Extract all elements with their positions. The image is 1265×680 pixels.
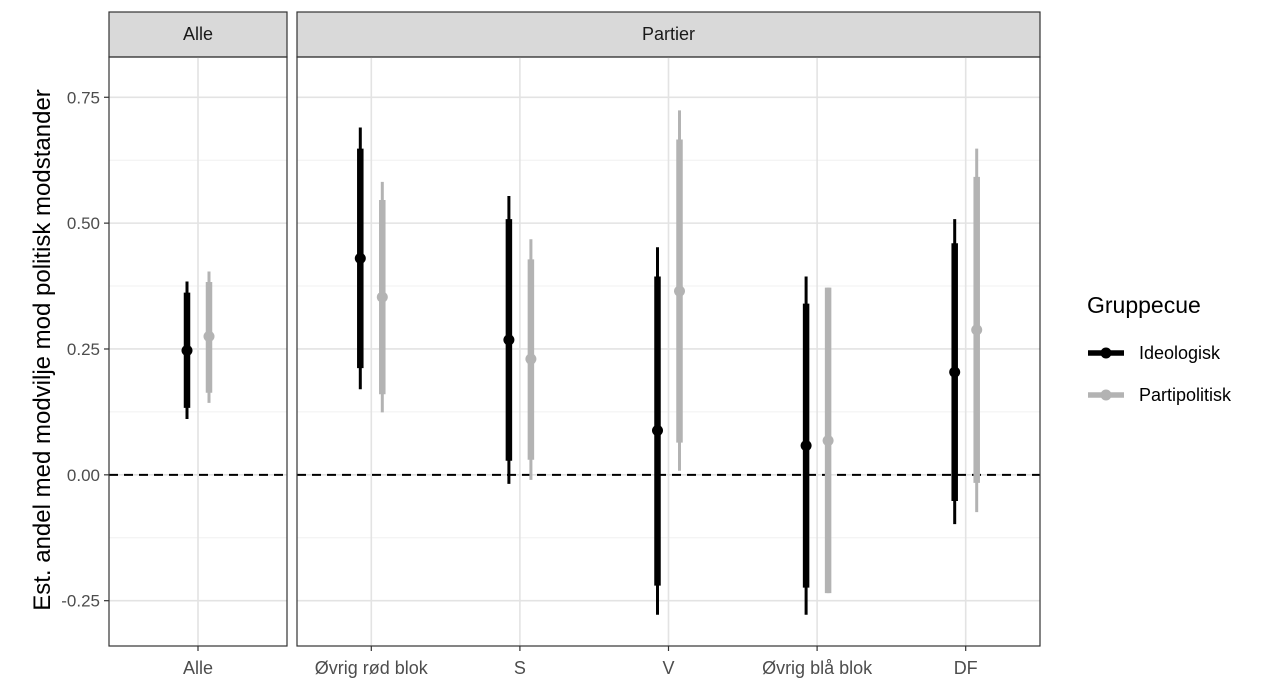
point-partipolitisk (376, 291, 388, 303)
x-tick-label: S (514, 658, 526, 678)
point-partipolitisk (971, 324, 983, 336)
y-axis-label: Est. andel med modvilje mod politisk mod… (29, 89, 56, 611)
y-tick-label: 0.50 (67, 214, 100, 233)
y-tick-label: 0.25 (67, 340, 100, 359)
x-tick-label: V (662, 658, 674, 678)
legend-key-point (1100, 347, 1112, 359)
legend-label: Partipolitisk (1139, 385, 1232, 405)
panel-0: Alle Alle (108, 11, 288, 678)
point-ideologisk (800, 440, 812, 452)
y-tick-label: 0.75 (67, 88, 100, 107)
point-ideologisk (949, 366, 961, 378)
legend-entry: Ideologisk (1088, 343, 1221, 363)
x-tick-label: Øvrig rød blok (315, 658, 429, 678)
point-ideologisk (652, 425, 663, 437)
point-partipolitisk (674, 285, 685, 297)
legend-key-point (1100, 389, 1112, 401)
point-ideologisk (503, 334, 515, 346)
strip-box (108, 11, 288, 58)
strip-box (296, 11, 1041, 58)
panel-1: Partier Øvrig rød blok S V Øvrig blå blok DF (296, 11, 1041, 678)
point-ideologisk (354, 252, 366, 264)
strip-label: Partier (642, 24, 695, 44)
y-tick-label: 0.00 (67, 466, 100, 485)
legend-entry: Partipolitisk (1088, 385, 1232, 405)
point-partipolitisk (525, 353, 537, 365)
y-tick-label: -0.25 (61, 592, 100, 611)
point-ideologisk (181, 344, 193, 356)
legend-label: Ideologisk (1139, 343, 1221, 363)
point-partipolitisk (822, 435, 834, 447)
strip-label: Alle (183, 24, 213, 44)
legend-title: Gruppecue (1087, 292, 1201, 318)
x-tick-label: Øvrig blå blok (762, 658, 873, 678)
point-partipolitisk (203, 330, 215, 342)
x-tick-label: Alle (183, 658, 213, 678)
x-tick-label: DF (954, 658, 978, 678)
